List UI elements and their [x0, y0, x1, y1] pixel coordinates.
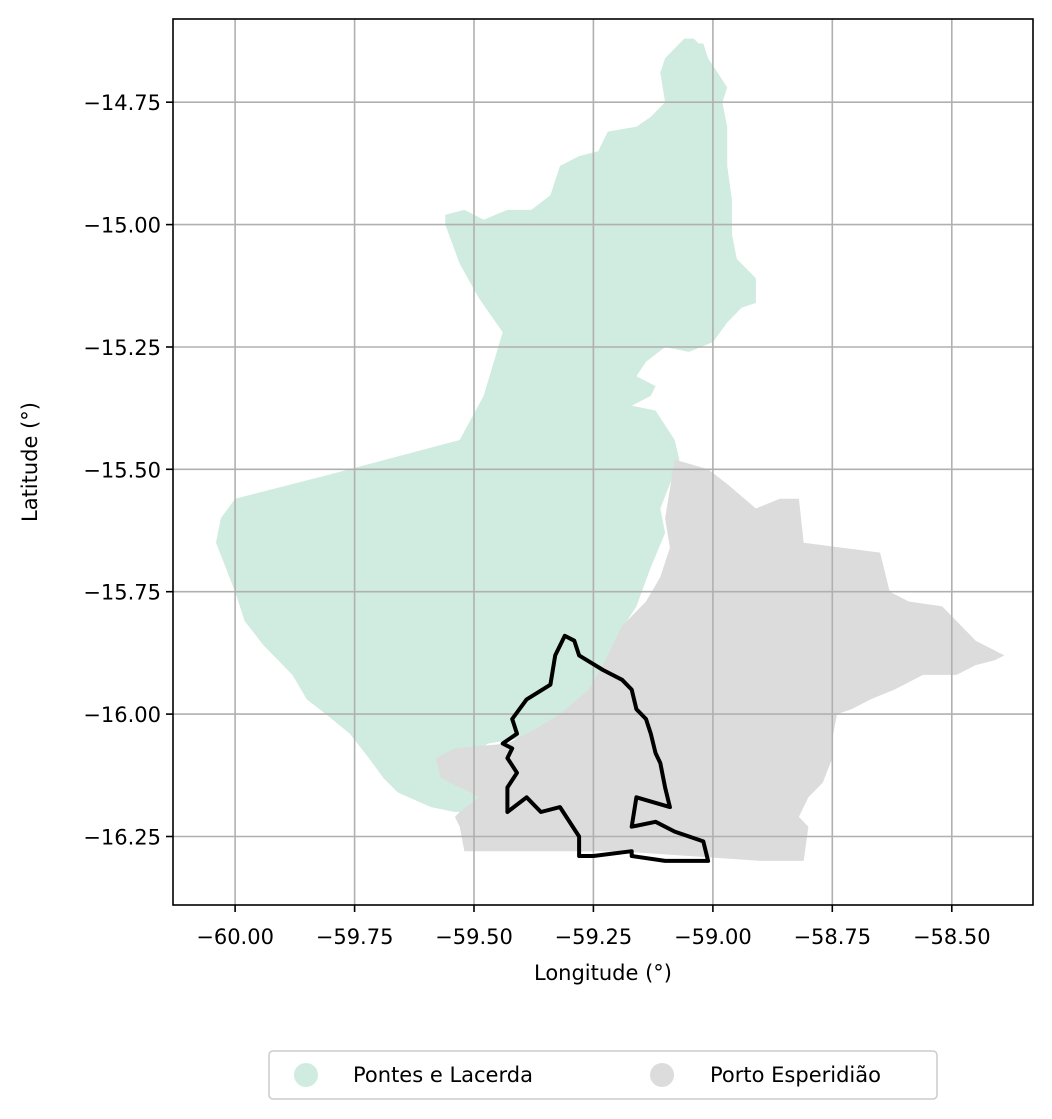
region-porto-esperidiao — [435, 459, 1005, 861]
map-layers — [173, 19, 1033, 905]
x-tick-label: −59.25 — [555, 925, 633, 949]
y-tick-label: −15.75 — [83, 581, 161, 605]
y-tick-label: −15.25 — [83, 336, 161, 360]
x-tick-label: −58.75 — [793, 925, 871, 949]
y-tick-label: −14.75 — [83, 91, 161, 115]
axes-layer: −60.00 −59.75 −59.50 −59.25 −59.00 −58.75 −58.… — [83, 18, 1034, 949]
axes-frame — [172, 18, 1034, 906]
plot-area — [173, 19, 1033, 905]
legend-label-porto-esperidiao: Porto Esperidião — [710, 1063, 881, 1087]
legend-marker-pontes-e-lacerda — [294, 1063, 318, 1087]
legend-frame — [268, 1050, 938, 1100]
legend: Pontes e Lacerda Porto Esperidião — [268, 1050, 938, 1100]
legend-marker-porto-esperidiao — [650, 1063, 674, 1087]
x-axis-title: Longitude (°) — [534, 961, 672, 985]
x-tick-label: −59.00 — [674, 925, 752, 949]
region-pontes-e-lacerda — [216, 38, 756, 813]
x-tick-label: −59.50 — [435, 925, 513, 949]
y-axis-title: Latitude (°) — [18, 402, 42, 522]
y-tick-label: −15.00 — [83, 214, 161, 238]
x-tick-label: −59.75 — [316, 925, 394, 949]
legend-label-pontes-e-lacerda: Pontes e Lacerda — [353, 1063, 533, 1087]
boundary-outline — [500, 633, 711, 863]
x-tick-label: −58.50 — [913, 925, 991, 949]
y-tick-label: −15.50 — [83, 458, 161, 482]
y-tick-label: −16.25 — [83, 826, 161, 850]
y-tick-label: −16.00 — [83, 703, 161, 727]
x-tick-label: −60.00 — [196, 925, 274, 949]
